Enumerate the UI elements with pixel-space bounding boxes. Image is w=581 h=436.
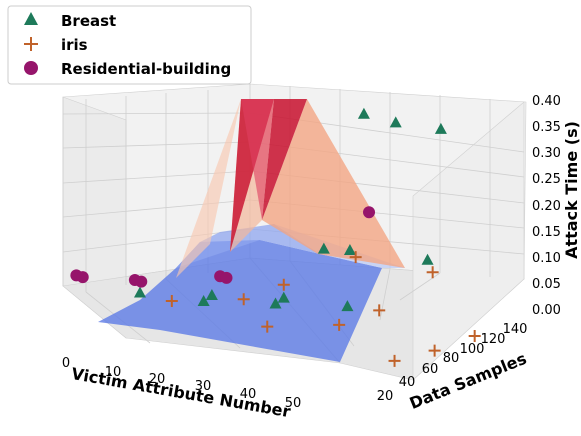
- z-tick-label: 0.15: [532, 225, 561, 240]
- series-residential: [70, 206, 376, 288]
- residential-building-point: [363, 206, 376, 219]
- iris-point: [277, 278, 290, 291]
- z-tick-label: 0.05: [532, 277, 561, 292]
- z-tick-label: 0.30: [532, 146, 561, 161]
- breast-point: [357, 107, 370, 119]
- y-axis-ticks: 20 40 60 80 100 120 140: [377, 322, 528, 404]
- y-tick-label: 80: [443, 351, 460, 366]
- z-axis-ticks: 0.00 0.05 0.10 0.15 0.20 0.25 0.30 0.35 …: [532, 94, 561, 318]
- attack-time-surface: [98, 99, 405, 362]
- surface-rise-right: [262, 99, 405, 268]
- legend-item-residential: Residential-building: [24, 60, 231, 78]
- x-axis-ticks: 0 10 20 30 40 50: [62, 356, 301, 411]
- residential-building-point: [220, 271, 233, 284]
- breast-point: [421, 253, 434, 265]
- x-tick-label: 0: [62, 356, 70, 371]
- legend-label-iris: iris: [61, 36, 88, 54]
- legend-label-residential: Residential-building: [61, 60, 231, 78]
- z-tick-label: 0.00: [532, 303, 561, 318]
- iris-point: [373, 304, 386, 317]
- iris-point: [349, 251, 362, 264]
- y-tick-label: 100: [460, 342, 485, 357]
- x-axis-label: Victim Attribute Number: [70, 364, 292, 421]
- y-tick-label: 140: [503, 322, 528, 337]
- iris-point: [237, 293, 250, 306]
- x-tick-label: 40: [240, 387, 257, 402]
- z-tick-label: 0.20: [532, 199, 561, 214]
- surface-peak-fold: [241, 99, 274, 220]
- residential-building-point: [135, 275, 148, 288]
- breast-point: [434, 122, 447, 134]
- surface-mid-region: [176, 224, 320, 268]
- y-tick-label: 20: [377, 389, 394, 404]
- surface-peak-right: [262, 99, 307, 220]
- z-tick-label: 0.10: [532, 251, 561, 266]
- z-tick-label: 0.25: [532, 172, 561, 187]
- z-axis-label: Attack Time (s): [562, 121, 581, 259]
- x-tick-label: 10: [105, 365, 122, 380]
- series-breast: [133, 107, 447, 312]
- breast-point: [197, 295, 210, 306]
- residential-building-point: [76, 271, 89, 284]
- iris-point: [261, 320, 274, 333]
- circle-marker-icon: [24, 61, 38, 75]
- legend-item-iris: iris: [24, 36, 88, 54]
- breast-point: [277, 291, 290, 303]
- surface-low-region: [98, 240, 382, 362]
- breast-point: [269, 297, 282, 309]
- x-tick-label: 20: [149, 372, 166, 387]
- legend-box: [7, 5, 252, 85]
- breast-point: [341, 300, 354, 312]
- iris-point: [333, 318, 346, 331]
- legend-label-breast: Breast: [61, 12, 116, 30]
- legend: Breast iris Residential-building: [7, 5, 252, 85]
- right-wall-pane: [412, 101, 525, 381]
- breast-point: [133, 286, 146, 298]
- iris-point: [388, 354, 401, 367]
- breast-point: [389, 116, 402, 128]
- breast-point: [317, 242, 330, 254]
- y-tick-label: 120: [481, 332, 506, 347]
- legend-item-breast: Breast: [24, 12, 116, 30]
- x-tick-label: 50: [285, 396, 302, 411]
- iris-point: [428, 344, 441, 357]
- x-tick-label: 30: [195, 379, 212, 394]
- iris-point: [468, 329, 481, 342]
- surface-rise-left: [176, 99, 241, 278]
- breast-point: [343, 244, 356, 256]
- z-tick-label: 0.40: [532, 94, 561, 109]
- y-tick-label: 40: [399, 375, 416, 390]
- z-tick-label: 0.35: [532, 120, 561, 135]
- iris-point: [426, 266, 439, 279]
- series-iris: [165, 251, 481, 367]
- triangle-marker-icon: [24, 12, 38, 25]
- breast-point: [205, 289, 218, 301]
- iris-point: [165, 295, 178, 308]
- y-tick-label: 60: [422, 362, 439, 377]
